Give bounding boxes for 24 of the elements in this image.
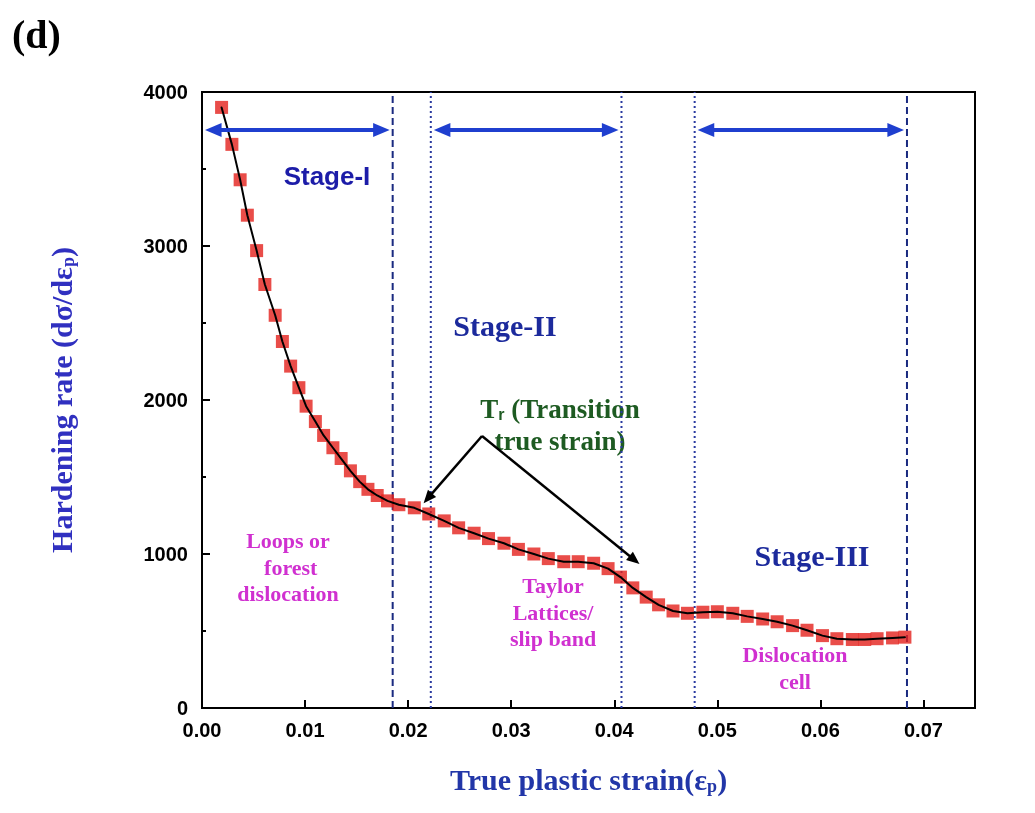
annotation: Taylor Lattices/ slip band <box>509 573 597 651</box>
x-tick-label: 0.01 <box>285 719 325 741</box>
y-tick-label: 3000 <box>143 235 188 257</box>
x-tick-label: 0.06 <box>800 719 840 741</box>
x-tick-label: 0.04 <box>594 719 635 741</box>
text: (d) <box>12 11 61 57</box>
y-tick-label: 1000 <box>143 543 188 565</box>
x-tick-label: 0.03 <box>491 719 531 741</box>
point <box>898 630 912 644</box>
x-tick-label: 0.07 <box>904 719 943 741</box>
x-tick-label: 0.05 <box>697 719 737 741</box>
y-axis-title: Hardening rate (dσ/dεp) <box>44 247 79 553</box>
annotation: Dislocation cell <box>742 642 848 694</box>
y-tick-label: 4000 <box>143 81 188 103</box>
x-tick-label: 0.00 <box>182 719 222 741</box>
x-tick-label: 0.02 <box>388 719 428 741</box>
point <box>215 100 229 114</box>
annotation: Stage-III <box>754 538 870 572</box>
annotation: Stage-I <box>283 161 371 191</box>
annotation: Stage-II <box>453 308 557 342</box>
y-tick-label: 2000 <box>143 389 188 411</box>
annotation: Loops or forest dislocation <box>237 528 339 606</box>
annotation: Tr (Transition true strain) <box>480 393 640 457</box>
y-tick-label: 0 <box>176 697 188 719</box>
